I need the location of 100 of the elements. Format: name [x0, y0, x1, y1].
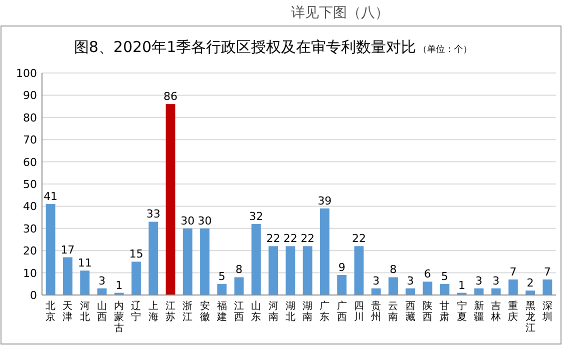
bar — [371, 288, 381, 295]
data-label: 3 — [475, 274, 482, 288]
y-tick-label: 40 — [23, 200, 37, 214]
x-tick-label: 新疆 — [474, 300, 484, 323]
text: 详见下图（八） — [291, 5, 389, 21]
text: （单位：个） — [418, 44, 472, 55]
bar — [422, 282, 432, 295]
x-tick-label: 湖南 — [302, 300, 313, 323]
bar — [320, 208, 330, 295]
x-tick-label: 广西 — [336, 300, 347, 323]
chart-title: 图8、2020年1季各行政区授权及在审专利数量对比 — [74, 38, 416, 56]
bar — [286, 246, 296, 295]
x-tick-label: 西藏 — [405, 301, 416, 323]
bar — [234, 277, 244, 295]
data-label: 1 — [458, 278, 466, 292]
x-tick-label: 四川 — [354, 301, 364, 323]
y-tick-label: 60 — [23, 156, 37, 169]
bar — [251, 224, 261, 295]
x-tick-label: 贵州 — [371, 300, 382, 323]
y-tick-label: 80 — [23, 111, 37, 124]
data-label: 8 — [236, 263, 243, 276]
bar — [337, 275, 347, 295]
x-tick-label: 浙江 — [182, 300, 193, 323]
x-tick-label: 云南 — [388, 301, 398, 323]
x-tick-label: 广东 — [320, 300, 330, 323]
data-label: 22 — [300, 232, 315, 246]
x-tick-label: 山东 — [251, 300, 262, 323]
data-label: 32 — [249, 210, 264, 223]
bar — [440, 284, 450, 295]
x-tick-label: 重庆 — [508, 300, 518, 323]
x-tick-label: 山西 — [96, 300, 107, 323]
bar — [302, 246, 312, 295]
data-label: 5 — [441, 270, 448, 283]
x-tick-label: 河北 — [80, 300, 90, 323]
x-tick-label: 江苏 — [166, 300, 176, 323]
data-label: 15 — [129, 248, 144, 261]
data-label: 1 — [116, 278, 123, 292]
x-tick-label: 北京 — [46, 300, 56, 323]
data-label: 3 — [98, 274, 106, 288]
x-tick-label: 湖北 — [285, 300, 296, 323]
x-tick-label: 辽宁 — [131, 300, 142, 323]
bar — [80, 270, 90, 295]
data-label: 8 — [390, 263, 397, 276]
data-label: 11 — [78, 256, 92, 270]
x-tick-label: 上海 — [148, 300, 158, 323]
data-label: 41 — [44, 190, 58, 203]
bar — [148, 222, 158, 295]
x-tick-label: 宁夏 — [456, 300, 467, 323]
bar — [526, 290, 536, 295]
bar — [132, 262, 141, 295]
data-label: 33 — [146, 208, 160, 221]
x-tick-label: 江西 — [234, 300, 244, 323]
data-label: 3 — [372, 274, 380, 288]
y-tick-label: 90 — [23, 89, 37, 102]
data-label: 3 — [492, 274, 500, 288]
bar — [354, 246, 364, 295]
bar — [542, 279, 552, 295]
y-tick-label: 100 — [16, 67, 37, 80]
bar — [268, 246, 278, 295]
bar — [200, 228, 210, 295]
data-label: 86 — [164, 90, 178, 104]
data-label: 2 — [526, 276, 534, 290]
data-label: 22 — [266, 232, 280, 246]
x-tick-label: 深圳 — [541, 300, 552, 323]
y-tick-label: 10 — [23, 266, 37, 280]
bar — [46, 204, 56, 295]
data-label: 17 — [60, 243, 75, 256]
bar — [217, 284, 227, 295]
y-tick-label: 20 — [23, 244, 37, 258]
bar — [182, 228, 192, 295]
bar — [508, 279, 518, 295]
bar — [406, 288, 416, 295]
x-tick-label: 甘肃 — [440, 300, 450, 323]
data-label: 3 — [406, 274, 414, 288]
y-tick-label: 50 — [23, 178, 37, 191]
x-tick-label: 吉林 — [490, 300, 502, 323]
x-tick-label: 福建 — [216, 300, 227, 323]
y-tick-label: 30 — [23, 222, 37, 236]
y-tick-label: 70 — [23, 134, 37, 147]
data-label: 7 — [510, 265, 517, 278]
x-tick-label: 陕西 — [422, 300, 432, 323]
data-label: 39 — [318, 194, 332, 208]
data-label: 30 — [198, 214, 212, 228]
data-label: 30 — [180, 214, 195, 228]
x-tick-label: 河南 — [268, 300, 278, 323]
data-label: 5 — [218, 270, 226, 283]
data-label: 6 — [424, 268, 431, 281]
bar — [62, 257, 72, 295]
data-label: 9 — [338, 261, 346, 274]
x-tick-label: 安徽 — [200, 300, 210, 323]
x-tick-label: 黑龙江 — [525, 301, 536, 334]
x-tick-label: 内蒙古 — [114, 300, 124, 334]
x-tick-label: 天津 — [62, 301, 73, 323]
data-label: 22 — [283, 232, 298, 246]
data-label: 7 — [544, 265, 551, 278]
bar — [388, 277, 398, 295]
bar — [474, 288, 484, 295]
y-tick-label: 0 — [30, 289, 37, 302]
data-label: 22 — [352, 232, 366, 246]
bar — [166, 104, 176, 295]
